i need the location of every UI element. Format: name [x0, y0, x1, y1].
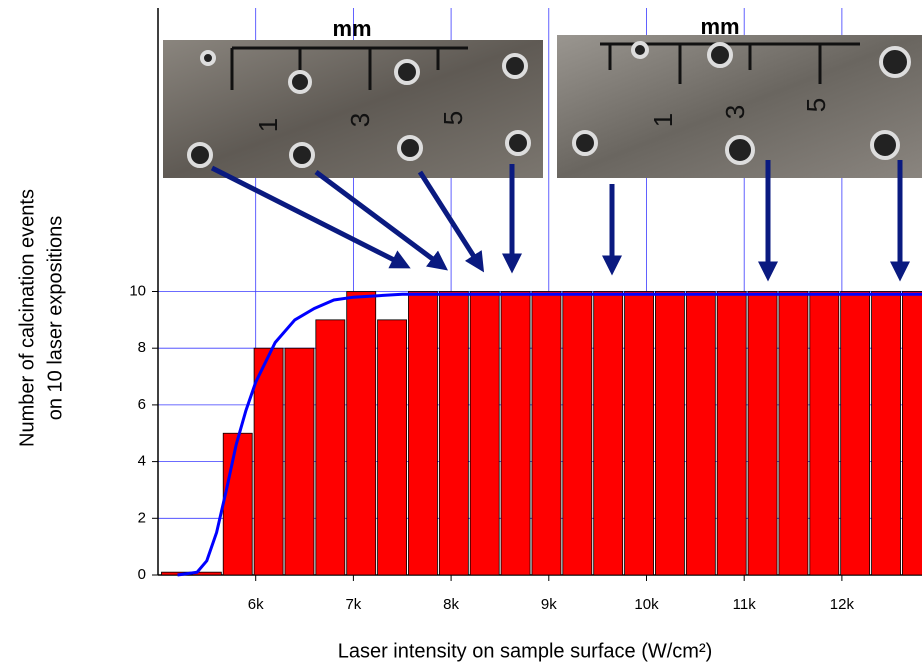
bar: [346, 291, 377, 576]
bar: [871, 291, 901, 576]
bar: [222, 432, 253, 576]
inset-unit: mm: [332, 16, 371, 41]
bar: [253, 347, 284, 576]
x-tick-label: 7k: [345, 596, 361, 613]
bar: [377, 319, 407, 576]
x-axis-label: Laser intensity on sample surface (W/cm²…: [338, 640, 713, 662]
y-axis-label: Number of calcination events: [16, 189, 38, 447]
bar: [593, 291, 624, 576]
bar: [624, 291, 654, 576]
x-tick-label: 8k: [443, 596, 459, 613]
ruler: [600, 42, 860, 84]
ruler: [230, 46, 468, 90]
y-tick-label: 10: [129, 282, 146, 299]
bar: [438, 291, 469, 576]
photo: [163, 40, 543, 178]
fit-line: [177, 292, 922, 577]
bar: [408, 291, 438, 576]
y-tick-label: 6: [138, 396, 146, 413]
arrow: [210, 165, 411, 269]
arrow: [417, 170, 485, 273]
bar: [655, 291, 685, 576]
scale-number: 1: [648, 113, 678, 127]
scale-number: 5: [438, 111, 468, 125]
bar: [685, 291, 716, 576]
bar: [840, 291, 871, 576]
scale-number: 5: [801, 98, 831, 112]
x-tick-label: 11k: [733, 596, 757, 613]
x-tick-label: 6k: [248, 596, 264, 613]
y-tick-label: 8: [138, 339, 146, 356]
bar: [716, 291, 747, 576]
bar: [902, 291, 922, 576]
scale-number: 1: [253, 118, 283, 132]
x-tick-label: 9k: [541, 596, 557, 613]
bar: [562, 291, 593, 576]
bar: [315, 319, 346, 576]
bar: [284, 347, 315, 576]
arrow: [314, 169, 449, 271]
y-tick-label: 2: [138, 509, 146, 526]
bar: [778, 291, 809, 576]
scale-number: 3: [720, 105, 750, 119]
y-axis-label: on 10 laser expositions: [44, 216, 66, 421]
marks: [161, 291, 922, 577]
inset-unit: mm: [700, 14, 739, 39]
insets: mm 1 3 5 mm 1 3 5: [163, 14, 922, 178]
bar: [747, 291, 778, 576]
x-tick-label: 12k: [830, 596, 855, 613]
holes: [187, 50, 531, 168]
scale-number: 3: [345, 113, 375, 127]
y-tick-label: 0: [138, 566, 146, 583]
arrows: [210, 160, 910, 282]
inset-photo: mm 1 3 5: [163, 16, 543, 178]
y-tick-label: 4: [138, 453, 146, 470]
holes: [572, 41, 911, 165]
inset-photo: mm 1 3 5: [557, 14, 922, 178]
bar: [809, 291, 840, 576]
bar: [531, 291, 562, 576]
bar: [500, 291, 531, 576]
bar: [469, 291, 500, 576]
x-tick-label: 10k: [634, 596, 659, 613]
